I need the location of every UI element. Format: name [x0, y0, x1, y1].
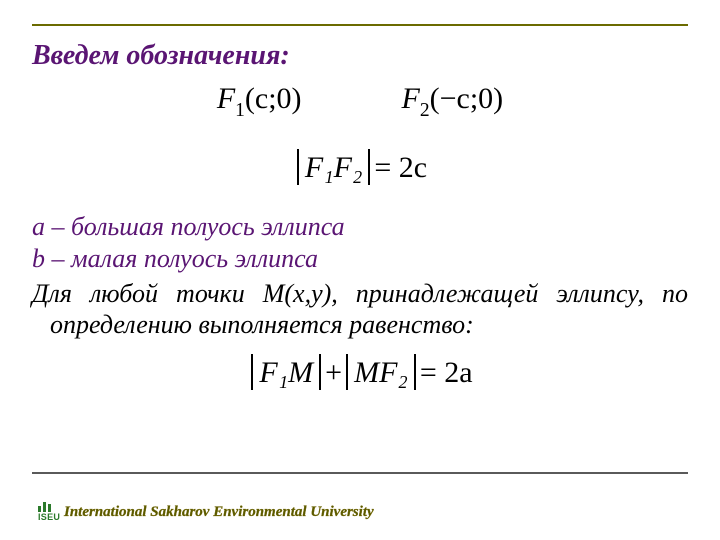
sum-part1: F₁M — [257, 354, 315, 392]
plus-sign: + — [325, 356, 342, 390]
bottom-rule — [32, 472, 688, 474]
abs-bar-left — [297, 149, 299, 185]
university-name: International Sakharov Environmental Uni… — [64, 504, 374, 521]
footer: ISEU International Sakharov Environmenta… — [38, 502, 374, 522]
def-a: a – большая полуось эллипса — [32, 212, 688, 242]
content-area: Введем обозначения: F1(c;0) F2(−c;0) F₁F… — [32, 40, 688, 401]
abs-bar — [251, 354, 253, 390]
abs-inner: F₁F₂ — [303, 149, 365, 187]
sum-formula: F₁M + MF₂ = 2a — [32, 354, 688, 395]
sum-part2: MF₂ — [352, 354, 410, 392]
def-b: b – малая полуось эллипса — [32, 244, 688, 274]
distance-formula: F₁F₂ = 2c — [32, 149, 688, 190]
abs-bar — [346, 354, 348, 390]
abs-bar-right — [368, 149, 370, 185]
logo-text: ISEU — [38, 513, 56, 522]
slide: Введем обозначения: F1(c;0) F2(−c;0) F₁F… — [0, 0, 720, 540]
foci-row: F1(c;0) F2(−c;0) — [32, 82, 688, 121]
focus-2: F2(−c;0) — [402, 82, 504, 121]
dist-rhs: = 2c — [374, 151, 427, 185]
heading: Введем обозначения: — [32, 40, 688, 72]
sum-rhs: = 2a — [420, 356, 473, 390]
logo-icon: ISEU — [38, 502, 56, 522]
top-rule — [32, 24, 688, 26]
abs-bar — [414, 354, 416, 390]
focus-1: F1(c;0) — [217, 82, 302, 121]
abs-bar — [319, 354, 321, 390]
paragraph: Для любой точки М(х,у), принадлежащей эл… — [32, 278, 688, 340]
